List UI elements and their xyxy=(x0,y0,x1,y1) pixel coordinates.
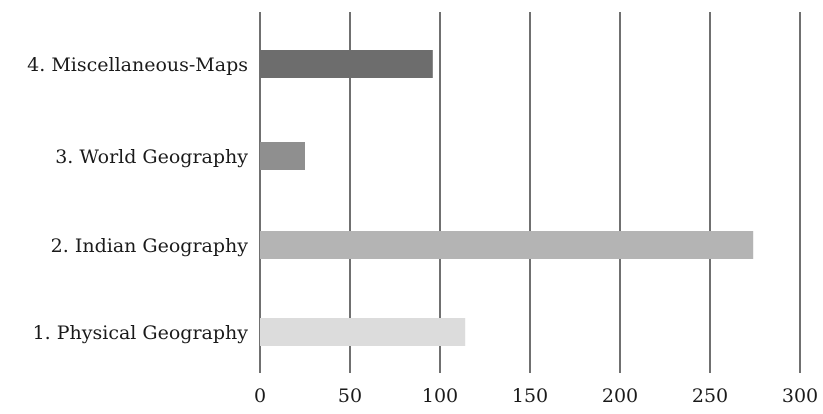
x-tick-label-250: 250 xyxy=(692,385,728,407)
category-labels: 4. Miscellaneous-Maps 3. World Geography 2… xyxy=(27,54,248,344)
x-tick-label-150: 150 xyxy=(512,385,548,407)
x-tick-label-200: 200 xyxy=(602,385,638,407)
bar-4 xyxy=(260,50,433,78)
bars xyxy=(260,50,754,346)
bar-2 xyxy=(260,231,754,259)
x-tick-label-100: 100 xyxy=(422,385,458,407)
x-tick-labels: 0 50 100 150 200 250 300 xyxy=(254,385,818,407)
category-label-3: 3. World Geography xyxy=(55,146,248,168)
category-label-1: 1. Physical Geography xyxy=(33,322,249,344)
x-tick-label-0: 0 xyxy=(254,385,266,407)
category-label-2: 2. Indian Geography xyxy=(51,235,249,257)
bar-1 xyxy=(260,318,466,346)
category-label-4: 4. Miscellaneous-Maps xyxy=(27,54,248,76)
x-tick-label-50: 50 xyxy=(338,385,362,407)
x-tick-label-300: 300 xyxy=(782,385,818,407)
bar-3 xyxy=(260,142,305,170)
